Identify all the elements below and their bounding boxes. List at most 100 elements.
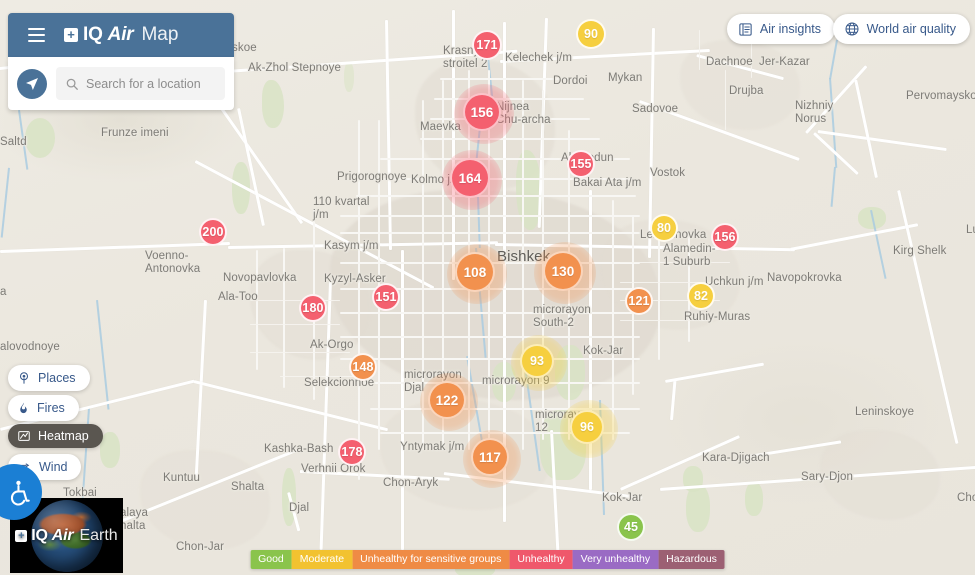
plus-icon: +	[64, 27, 78, 42]
aqi-marker[interactable]: 130	[534, 242, 596, 304]
road	[817, 130, 947, 152]
aqi-marker[interactable]: 93	[511, 335, 567, 391]
earth-brand-air-text: Air	[51, 526, 74, 544]
aqi-legend: Good Moderate Unhealthy for sensitive grou…	[250, 550, 725, 569]
aqi-marker[interactable]: 148	[349, 353, 377, 381]
layer-chip-places[interactable]: Places	[8, 365, 90, 391]
road	[340, 336, 640, 338]
aqi-marker[interactable]: 180	[299, 294, 327, 322]
map-place-label: Dordoi	[553, 75, 588, 87]
road	[340, 232, 640, 234]
aqi-marker[interactable]: 178	[338, 438, 366, 466]
brand-logo[interactable]: + IQ Air Map	[64, 24, 178, 46]
flame-icon	[17, 401, 30, 415]
road	[725, 70, 726, 130]
river	[96, 300, 110, 410]
road	[401, 250, 404, 550]
road	[250, 352, 350, 353]
legend-segment[interactable]: Hazardous	[658, 550, 725, 569]
road	[589, 190, 592, 490]
urban-area-shape	[140, 450, 270, 550]
aqi-marker[interactable]: 96	[560, 400, 618, 458]
legend-segment[interactable]: Unhealthy	[509, 550, 573, 569]
park-area	[262, 80, 284, 128]
legend-segment[interactable]: Moderate	[291, 550, 353, 569]
map-place-label: skoe	[232, 42, 257, 54]
river	[829, 39, 838, 80]
layer-chip-places-label: Places	[38, 371, 76, 385]
road	[434, 98, 584, 100]
river	[82, 407, 90, 498]
aqi-marker[interactable]: 121	[625, 287, 653, 315]
road	[283, 248, 285, 388]
aqi-marker[interactable]: 156	[711, 223, 739, 251]
aqi-marker[interactable]: 45	[617, 513, 645, 541]
aqi-marker[interactable]: 108	[447, 244, 507, 304]
brand-iq-text: IQ	[83, 24, 103, 45]
road	[670, 380, 677, 421]
park-area	[232, 162, 250, 214]
road	[380, 158, 630, 160]
hamburger-menu-icon[interactable]	[16, 13, 56, 57]
river	[1, 167, 11, 238]
globe-grid-icon	[845, 22, 859, 36]
list-document-icon	[739, 22, 752, 36]
park-area	[516, 150, 542, 230]
road	[0, 241, 230, 253]
search-panel: Search for a location	[8, 57, 234, 110]
search-input[interactable]: Search for a location	[56, 67, 225, 100]
road	[522, 80, 524, 450]
road	[340, 288, 640, 290]
app-header-bar: + IQ Air Map	[8, 13, 234, 57]
aqi-marker[interactable]: 80	[650, 214, 678, 242]
road	[790, 223, 919, 251]
road	[812, 132, 859, 176]
aqi-marker[interactable]: 156	[454, 84, 514, 144]
aqi-marker[interactable]: 90	[576, 19, 606, 49]
earth-brand-iq-text: IQ	[31, 526, 48, 544]
road	[340, 215, 640, 217]
road	[620, 300, 720, 301]
road	[422, 100, 424, 450]
road	[356, 195, 636, 197]
river	[830, 166, 836, 207]
map-place-label: Voenno- Antonovka	[145, 250, 201, 275]
road	[430, 118, 590, 120]
road	[620, 262, 730, 263]
aqi-marker[interactable]: 171	[472, 30, 502, 60]
heatmap-icon	[17, 429, 31, 443]
aqi-marker[interactable]: 117	[463, 430, 521, 488]
air-insights-button[interactable]: Air insights	[726, 14, 835, 44]
legend-segment[interactable]: Good	[250, 550, 292, 569]
aqi-marker[interactable]: 200	[199, 218, 227, 246]
layer-chip-heatmap[interactable]: Heatmap	[8, 424, 103, 448]
legend-segment[interactable]: Unhealthy for sensitive groups	[352, 550, 510, 569]
aqi-marker[interactable]: 82	[687, 282, 715, 310]
map-place-label: Frunze imeni	[101, 127, 169, 139]
road	[360, 382, 640, 384]
aqi-marker[interactable]: 155	[567, 150, 595, 178]
search-icon	[66, 78, 78, 90]
map-place-label: Cho	[957, 492, 975, 504]
world-air-quality-button[interactable]: World air quality	[832, 14, 970, 44]
aqi-marker[interactable]: 122	[420, 373, 478, 431]
legend-segment[interactable]: Very unhealthy	[572, 550, 659, 569]
road	[897, 190, 959, 445]
map-place-label: Lu	[966, 224, 975, 236]
plus-icon: +	[15, 530, 28, 542]
aqi-marker[interactable]: 151	[372, 283, 400, 311]
road	[658, 230, 660, 360]
layer-chip-fires[interactable]: Fires	[8, 395, 79, 421]
road	[250, 300, 340, 301]
map-place-label: a	[0, 286, 7, 298]
world-air-quality-label: World air quality	[866, 22, 956, 36]
brand-air-text: Air	[107, 24, 134, 45]
road	[699, 30, 700, 70]
park-area	[100, 432, 120, 468]
navigate-arrow-icon[interactable]	[17, 68, 47, 99]
road	[620, 282, 730, 283]
road	[380, 432, 630, 434]
search-placeholder: Search for a location	[86, 76, 201, 91]
aqi-marker[interactable]: 164	[442, 150, 502, 210]
